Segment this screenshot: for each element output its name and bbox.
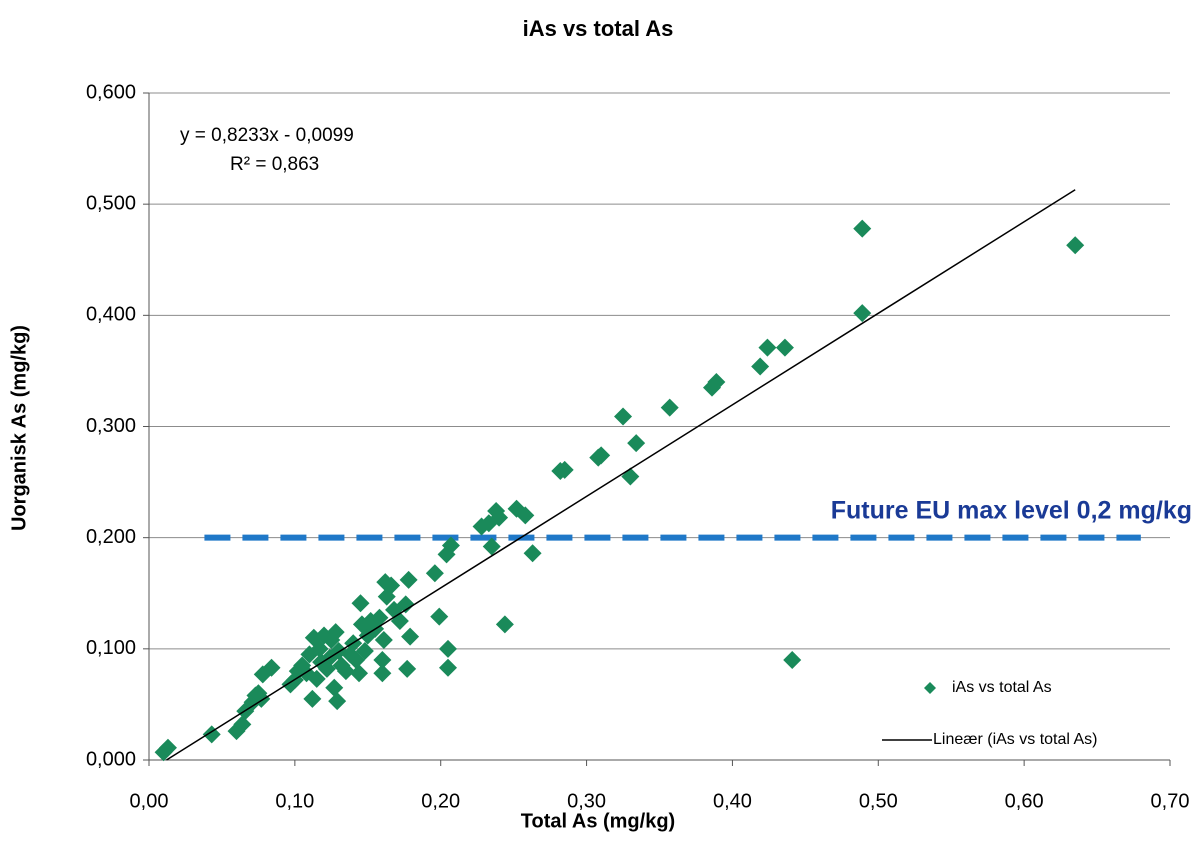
data-point xyxy=(490,508,509,527)
data-point xyxy=(621,467,640,486)
data-point xyxy=(482,537,501,556)
x-tick-label: 0,50 xyxy=(859,790,898,812)
y-tick-label: 0,300 xyxy=(86,415,136,437)
y-axis-title: Uorganisk As (mg/kg) xyxy=(8,325,30,531)
data-point xyxy=(396,595,415,614)
data-point xyxy=(326,623,345,642)
data-point xyxy=(441,536,460,555)
data-point xyxy=(707,373,726,392)
reference-label: Future EU max level 0,2 mg/kg xyxy=(831,496,1192,524)
data-point xyxy=(775,338,794,357)
data-point xyxy=(555,460,574,479)
data-point xyxy=(233,715,252,734)
data-point xyxy=(307,669,326,688)
y-tick-label: 0,600 xyxy=(86,81,136,103)
x-tick-label: 0,20 xyxy=(421,790,460,812)
data-point xyxy=(202,725,221,744)
y-tick-label: 0,100 xyxy=(86,637,136,659)
data-point xyxy=(853,219,872,238)
data-point xyxy=(350,664,369,683)
y-tick-label: 0,000 xyxy=(86,748,136,770)
data-point xyxy=(430,607,449,626)
x-tick-label: 0,70 xyxy=(1151,790,1190,812)
data-point xyxy=(495,615,514,634)
data-point xyxy=(487,501,506,520)
x-tick-label: 0,00 xyxy=(130,790,169,812)
legend-label: iAs vs total As xyxy=(952,679,1052,696)
legend-marker xyxy=(924,682,936,694)
data-point xyxy=(303,689,322,708)
x-tick-label: 0,30 xyxy=(567,790,606,812)
data-point xyxy=(325,678,344,697)
data-point xyxy=(370,608,389,627)
x-axis-title: Total As (mg/kg) xyxy=(521,810,675,832)
data-point xyxy=(373,664,392,683)
data-point xyxy=(401,627,420,646)
data-point xyxy=(783,650,802,669)
data-point xyxy=(249,684,268,703)
data-point xyxy=(523,544,542,563)
y-tick-label: 0,200 xyxy=(86,526,136,548)
y-tick-label: 0,500 xyxy=(86,192,136,214)
trendline-r-squared: R² = 0,863 xyxy=(230,154,319,175)
data-point xyxy=(373,650,392,669)
data-point xyxy=(158,738,177,757)
data-point xyxy=(516,506,535,525)
data-point xyxy=(351,594,370,613)
data-point xyxy=(592,446,611,465)
data-point xyxy=(374,630,393,649)
chart-title: iAs vs total As xyxy=(523,16,674,41)
data-point xyxy=(627,434,646,453)
data-point xyxy=(425,564,444,583)
y-tick-label: 0,400 xyxy=(86,304,136,326)
data-point xyxy=(439,658,458,677)
data-point xyxy=(853,304,872,323)
data-point xyxy=(660,398,679,417)
data-point xyxy=(614,407,633,426)
data-point xyxy=(382,576,401,595)
data-point xyxy=(262,658,281,677)
data-point xyxy=(355,642,374,661)
data-point xyxy=(439,639,458,658)
trendline-equation: y = 0,8233x - 0,0099 xyxy=(180,125,354,146)
data-point xyxy=(336,662,355,681)
data-point xyxy=(758,338,777,357)
legend-label: Lineær (iAs vs total As) xyxy=(933,731,1098,748)
data-point xyxy=(328,692,347,711)
x-tick-label: 0,60 xyxy=(1005,790,1044,812)
x-tick-label: 0,10 xyxy=(275,790,314,812)
x-tick-label: 0,40 xyxy=(713,790,752,812)
data-point xyxy=(399,570,418,589)
data-point xyxy=(398,659,417,678)
data-point xyxy=(751,357,770,376)
trendline xyxy=(166,189,1076,761)
data-point xyxy=(1066,236,1085,255)
